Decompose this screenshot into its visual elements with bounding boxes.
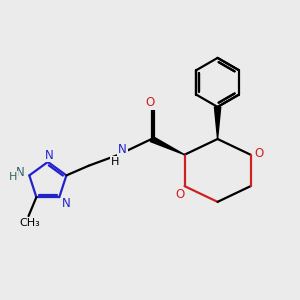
- Text: N: N: [16, 166, 24, 179]
- Text: O: O: [175, 188, 184, 201]
- Text: N: N: [44, 148, 53, 161]
- Text: N: N: [118, 142, 127, 156]
- Text: CH₃: CH₃: [20, 218, 40, 228]
- Polygon shape: [150, 136, 184, 155]
- Polygon shape: [214, 107, 221, 139]
- Text: O: O: [255, 147, 264, 160]
- Text: H: H: [111, 157, 119, 166]
- Text: O: O: [146, 96, 154, 109]
- Text: N: N: [62, 197, 70, 210]
- Text: H: H: [9, 172, 17, 182]
